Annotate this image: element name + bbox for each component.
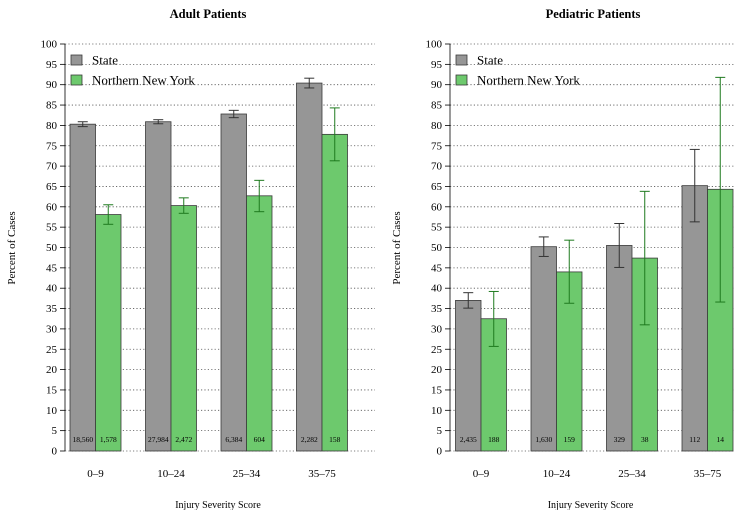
bar-count-label: 112 — [689, 435, 700, 444]
bar-count-label: 329 — [614, 435, 626, 444]
y-tick-label: 50 — [431, 242, 443, 254]
y-tick-label: 40 — [431, 283, 443, 295]
chart-title: Pediatric Patients — [546, 7, 641, 21]
bar-state — [145, 121, 172, 452]
bar-region — [170, 205, 197, 452]
y-tick-label: 35 — [431, 303, 443, 315]
legend-swatch — [70, 54, 83, 66]
y-tick-label: 15 — [431, 384, 443, 396]
legend-label: State — [477, 53, 503, 68]
y-tick-label: 95 — [46, 59, 58, 71]
y-tick-label: 95 — [431, 59, 443, 71]
bar-state — [220, 113, 247, 452]
legend-label: Northern New York — [92, 73, 195, 88]
y-tick-label: 70 — [431, 161, 443, 173]
bar-count-label: 2,435 — [460, 435, 477, 444]
y-tick-label: 80 — [46, 120, 58, 132]
x-tick-label: 10–24 — [543, 468, 571, 480]
x-tick-label: 25–34 — [233, 468, 261, 480]
y-tick-label: 35 — [46, 303, 58, 315]
y-tick-label: 65 — [46, 181, 58, 193]
bar-count-label: 188 — [488, 435, 500, 444]
chart-title: Adult Patients — [170, 7, 247, 21]
y-tick-label: 55 — [431, 222, 443, 234]
y-tick-label: 90 — [431, 79, 443, 91]
y-tick-label: 45 — [431, 262, 443, 274]
bar-state — [69, 123, 96, 452]
y-tick-label: 20 — [46, 364, 58, 376]
legend-swatch — [455, 54, 468, 66]
bar-count-label: 1,630 — [535, 435, 552, 444]
y-tick-label: 10 — [431, 405, 443, 417]
bar-region — [321, 133, 348, 452]
x-tick-label: 10–24 — [157, 468, 185, 480]
bar-region — [95, 214, 122, 452]
bar-state — [606, 245, 633, 452]
y-tick-label: 20 — [431, 364, 443, 376]
y-tick-label: 60 — [431, 201, 443, 213]
bar-state — [530, 246, 557, 452]
y-tick-label: 60 — [46, 201, 58, 213]
legend-swatch — [70, 74, 83, 86]
y-tick-label: 70 — [46, 161, 58, 173]
bar-state — [455, 300, 482, 452]
y-tick-label: 5 — [52, 425, 58, 437]
bar-count-label: 18,560 — [72, 435, 93, 444]
chart-panel-1: Pediatric Patients 0 5 10 15 20 25 30 35 40 45 50 55… — [391, 7, 735, 510]
y-tick-label: 15 — [46, 384, 58, 396]
bar-state — [681, 185, 708, 452]
bar-count-label: 158 — [329, 435, 341, 444]
y-tick-label: 30 — [46, 323, 58, 335]
y-tick-label: 30 — [431, 323, 443, 335]
legend-label: Northern New York — [477, 73, 580, 88]
y-tick-label: 85 — [431, 100, 443, 112]
bar-region — [246, 195, 273, 452]
legend-swatch — [455, 74, 468, 86]
x-axis-label: Injury Severity Score — [548, 500, 634, 510]
y-tick-label: 10 — [46, 405, 58, 417]
y-tick-label: 55 — [46, 222, 58, 234]
x-tick-label: 0–9 — [87, 468, 104, 480]
legend-label: State — [92, 53, 118, 68]
x-tick-label: 25–34 — [618, 468, 646, 480]
y-tick-label: 90 — [46, 79, 58, 91]
y-tick-label: 0 — [437, 446, 443, 458]
y-tick-label: 0 — [52, 446, 58, 458]
bar-count-label: 38 — [641, 435, 649, 444]
bar-count-label: 27,984 — [148, 435, 169, 444]
bar-count-label: 1,578 — [100, 435, 117, 444]
y-axis-label: Percent of Cases — [391, 211, 403, 284]
y-tick-label: 100 — [41, 39, 58, 51]
bar-count-label: 604 — [254, 435, 266, 444]
y-axis-label: Percent of Cases — [6, 211, 18, 284]
y-tick-label: 80 — [431, 120, 443, 132]
x-tick-label: 35–75 — [308, 468, 336, 480]
y-tick-label: 40 — [46, 283, 58, 295]
bar-count-label: 159 — [564, 435, 576, 444]
y-tick-label: 5 — [437, 425, 443, 437]
bar-region — [631, 257, 658, 452]
bar-count-label: 2,282 — [301, 435, 318, 444]
bar-count-label: 2,472 — [175, 435, 192, 444]
x-axis-label: Injury Severity Score — [175, 500, 261, 510]
y-tick-label: 65 — [431, 181, 443, 193]
y-tick-label: 75 — [46, 140, 58, 152]
y-tick-label: 45 — [46, 262, 58, 274]
bar-state — [296, 82, 323, 452]
y-tick-label: 85 — [46, 100, 58, 112]
x-tick-label: 35–75 — [694, 468, 722, 480]
bar-count-label: 14 — [717, 435, 725, 444]
bar-count-label: 6,384 — [225, 435, 242, 444]
x-tick-label: 0–9 — [473, 468, 490, 480]
y-tick-label: 75 — [431, 140, 443, 152]
y-tick-label: 100 — [426, 39, 443, 51]
chart-panel-0: Adult Patients 0 5 10 15 20 25 30 35 40 45 50 55 60 65… — [6, 7, 375, 510]
y-tick-label: 50 — [46, 242, 58, 254]
y-tick-label: 25 — [46, 344, 58, 356]
y-tick-label: 25 — [431, 344, 443, 356]
